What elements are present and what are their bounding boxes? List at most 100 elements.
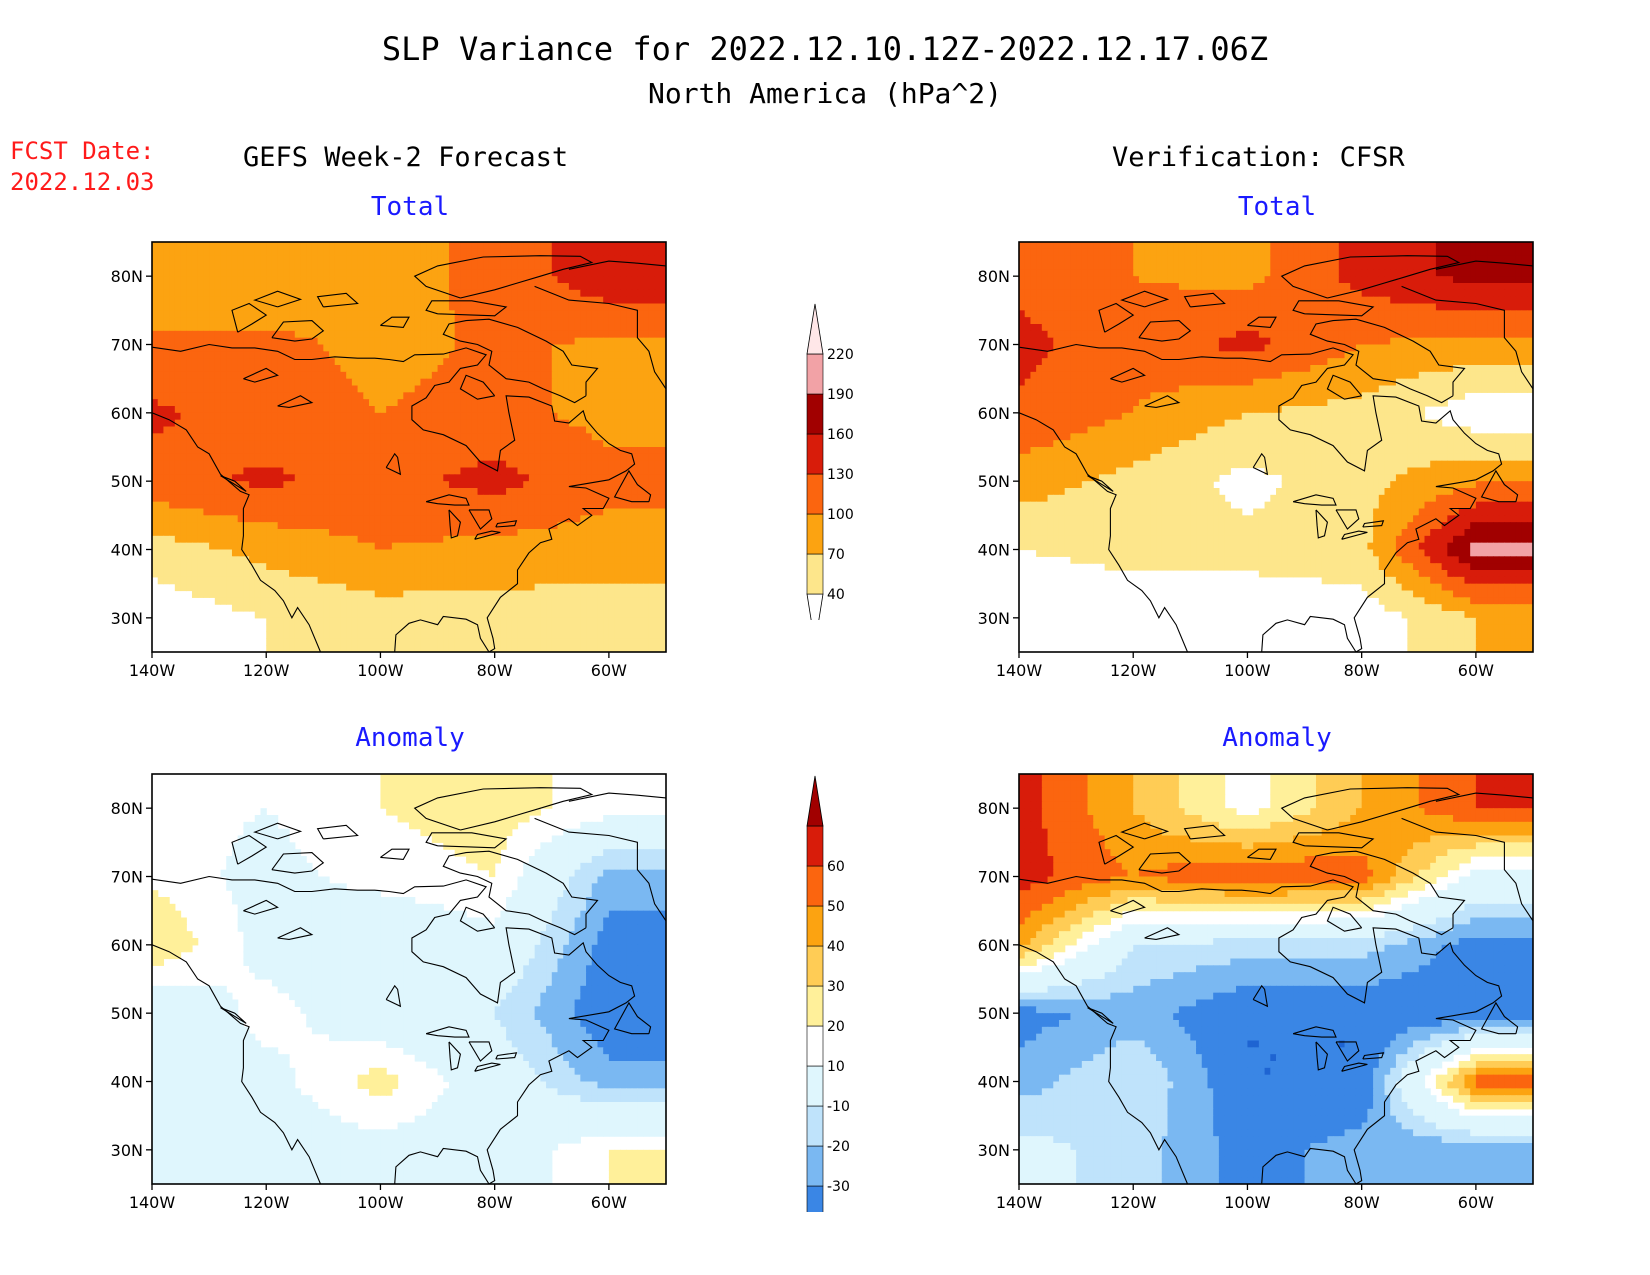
colorbar-swatch [806, 905, 824, 947]
shaded-field [152, 774, 666, 1184]
colorbar-label: 30 [827, 979, 845, 995]
colorbar-label: -30 [827, 1179, 850, 1195]
lon-tick-label: 140W [129, 1193, 176, 1212]
coastlines [152, 255, 666, 652]
lat-tick-label: 30N [978, 609, 1010, 628]
colorbar-label: 190 [827, 387, 854, 403]
panel-title-verification-total: Total [1237, 192, 1317, 222]
map-forecast-anomaly: 30N 40N 50N 60N 70N 80N 140W 120W 100W 80W 60W [111, 773, 667, 1212]
colorbar-swatch [806, 985, 824, 1027]
map-frame [151, 773, 667, 1185]
colorbar-swatch [806, 553, 824, 595]
lon-tick-label: 120W [1110, 1193, 1157, 1212]
lat-tick-label: 80N [978, 799, 1010, 818]
panel-title-forecast-total: Total [370, 192, 450, 222]
colorbar-label: 220 [827, 347, 854, 363]
lon-tick-label: 100W [357, 661, 404, 680]
lon-tick-label: 80W [1344, 661, 1380, 680]
coastlines [1019, 787, 1533, 1184]
coastlines [152, 787, 666, 1184]
colorbar-label: 130 [827, 467, 854, 483]
lat-tick-label: 40N [978, 1073, 1010, 1092]
shaded-field [152, 242, 666, 652]
lon-tick-label: 140W [996, 1193, 1043, 1212]
right-column-heading: Verification: CFSR [1112, 142, 1405, 173]
colorbar-label: 100 [827, 507, 854, 523]
colorbar-end-cap [806, 303, 824, 355]
fcst-date-value: 2022.12.03 [10, 168, 155, 196]
colorbar-swatch [806, 825, 824, 867]
lat-tick-label: 50N [111, 1004, 143, 1023]
lat-tick-label: 60N [111, 936, 143, 955]
map-frame [1018, 241, 1534, 653]
lon-tick-label: 80W [477, 1193, 513, 1212]
colorbar-swatch [806, 1185, 824, 1212]
lon-tick-label: 120W [243, 1193, 290, 1212]
lat-tick-label: 60N [978, 404, 1010, 423]
lon-tick-label: 120W [243, 661, 290, 680]
colorbar-label: 20 [827, 1019, 845, 1035]
lat-tick-label: 50N [111, 472, 143, 491]
left-column-heading: GEFS Week-2 Forecast [243, 142, 569, 173]
colorbar-swatch [806, 393, 824, 435]
lon-tick-label: 80W [477, 661, 513, 680]
colorbar-label: 60 [827, 859, 845, 875]
colorbar-label: 40 [827, 939, 845, 955]
colorbar-swatch [806, 473, 824, 515]
map-frame [151, 241, 667, 653]
lon-tick-label: 140W [129, 661, 176, 680]
colorbar-total: 40 70 100 130 160 190 220 [806, 303, 854, 620]
map-frame [1018, 773, 1534, 1185]
colorbar-label: 160 [827, 427, 854, 443]
lon-tick-label: 140W [996, 661, 1043, 680]
lat-tick-label: 60N [978, 936, 1010, 955]
shaded-field [1019, 242, 1533, 652]
colorbar-label: 50 [827, 899, 845, 915]
lat-tick-label: 70N [111, 868, 143, 887]
colorbar-swatch [806, 1105, 824, 1147]
lon-tick-label: 60W [591, 661, 627, 680]
fcst-date-label: FCST Date: [10, 137, 155, 165]
lon-tick-label: 60W [1458, 661, 1494, 680]
lat-tick-label: 50N [978, 1004, 1010, 1023]
colorbar-swatch [806, 945, 824, 987]
colorbar-swatch [806, 1065, 824, 1107]
lat-tick-label: 80N [111, 267, 143, 286]
panel-title-verification-anomaly: Anomaly [1222, 723, 1332, 753]
colorbar-swatch [806, 1025, 824, 1067]
panel-title-forecast-anomaly: Anomaly [355, 723, 465, 753]
colorbar-label: 70 [827, 547, 845, 563]
lon-tick-label: 100W [357, 1193, 404, 1212]
shaded-field [1019, 774, 1533, 1184]
colorbar-swatch [806, 353, 824, 395]
coastlines [1019, 255, 1533, 652]
map-verification-total: 30N 40N 50N 60N 70N 80N 140W 120W 100W 80W 60W [978, 241, 1534, 680]
lat-tick-label: 30N [111, 609, 143, 628]
chart-title: SLP Variance for 2022.12.10.12Z-2022.12.… [381, 30, 1269, 68]
lat-tick-label: 70N [978, 336, 1010, 355]
lat-tick-label: 30N [978, 1141, 1010, 1160]
lat-tick-label: 40N [111, 541, 143, 560]
colorbar-swatch [806, 513, 824, 555]
lat-tick-label: 50N [978, 472, 1010, 491]
lat-tick-label: 40N [978, 541, 1010, 560]
lat-tick-label: 40N [111, 1073, 143, 1092]
lat-tick-label: 80N [111, 799, 143, 818]
lon-tick-label: 100W [1224, 1193, 1271, 1212]
map-verification-anomaly: 30N 40N 50N 60N 70N 80N 140W 120W 100W 80W 60W [978, 773, 1534, 1212]
lon-tick-label: 80W [1344, 1193, 1380, 1212]
colorbar-end-cap [806, 775, 824, 827]
lon-tick-label: 60W [591, 1193, 627, 1212]
lat-tick-label: 60N [111, 404, 143, 423]
colorbar-end-cap [806, 593, 824, 620]
lat-tick-label: 70N [978, 868, 1010, 887]
lon-tick-label: 120W [1110, 661, 1157, 680]
lat-tick-label: 30N [111, 1141, 143, 1160]
chart-subtitle: North America (hPa^2) [647, 77, 1002, 110]
colorbar-label: -20 [827, 1139, 850, 1155]
colorbar-swatch [806, 865, 824, 907]
colorbar-swatch [806, 1145, 824, 1187]
colorbar-label: 10 [827, 1059, 845, 1075]
lon-tick-label: 100W [1224, 661, 1271, 680]
